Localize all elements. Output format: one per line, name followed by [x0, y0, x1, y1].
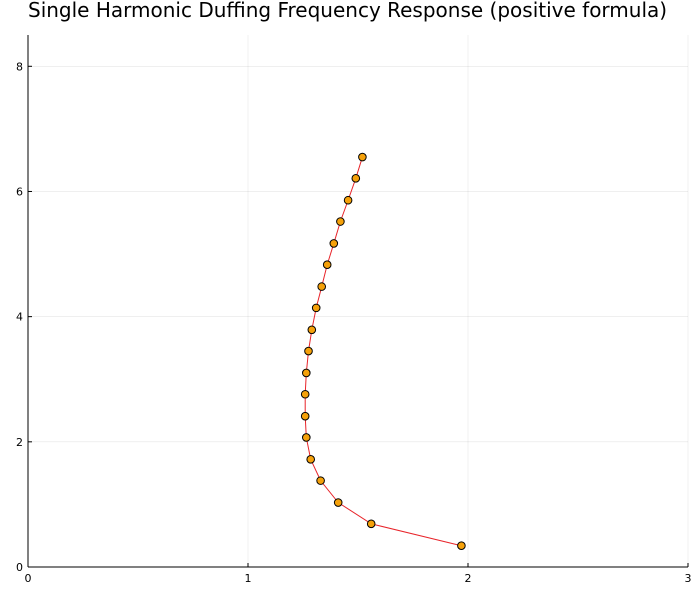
data-point-8 — [302, 368, 311, 378]
y-tick-label-3: 6 — [16, 185, 23, 198]
data-point-4 — [306, 455, 316, 464]
tick-labels: 0 1 2 3 0 2 4 6 8 — [16, 60, 692, 585]
data-point-2 — [333, 498, 343, 507]
y-tick-label-4: 8 — [16, 60, 23, 73]
data-point-7 — [300, 389, 310, 399]
x-tick-label-1: 1 — [245, 572, 252, 585]
axes — [27, 35, 689, 568]
data-point-5 — [302, 433, 311, 442]
y-tick-label-0: 0 — [16, 561, 23, 574]
data-point-6 — [300, 411, 310, 421]
data-point-14 — [329, 239, 339, 248]
data-series — [300, 152, 466, 551]
data-point-18 — [358, 152, 367, 162]
x-tick-label-3: 3 — [685, 572, 692, 585]
y-tick-label-1: 2 — [16, 436, 23, 449]
grid — [27, 35, 689, 568]
data-point-0 — [457, 541, 466, 551]
data-point-1 — [366, 519, 376, 529]
data-point-12 — [317, 282, 327, 291]
data-point-17 — [351, 174, 361, 183]
data-point-3 — [316, 476, 325, 485]
data-point-11 — [311, 303, 321, 313]
data-point-16 — [343, 195, 353, 205]
data-point-9 — [304, 346, 313, 356]
data-point-15 — [336, 217, 345, 226]
chart-title: Single Harmonic Duffing Frequency Respon… — [28, 0, 667, 22]
x-tick-label-0: 0 — [25, 572, 32, 585]
y-tick-label-2: 4 — [16, 311, 23, 324]
x-tick-label-2: 2 — [465, 572, 472, 585]
series-line-0 — [304, 156, 462, 547]
data-point-13 — [322, 260, 332, 269]
data-point-10 — [307, 325, 317, 335]
